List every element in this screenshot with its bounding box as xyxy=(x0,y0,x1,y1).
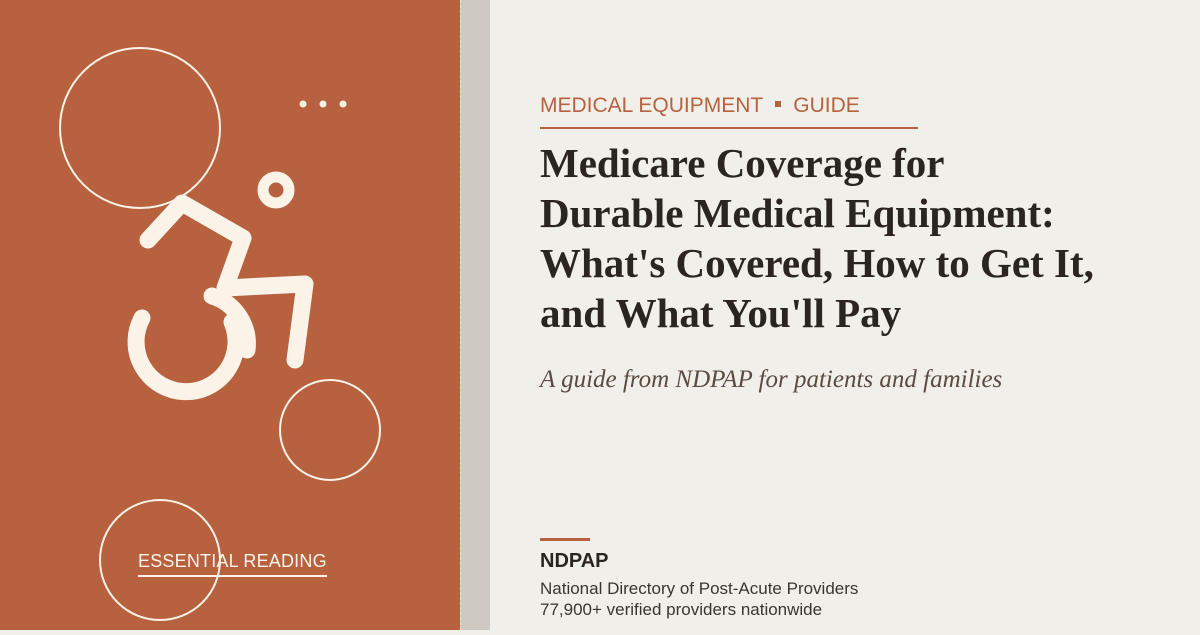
title: Medicare Coverage for Durable Medical Eq… xyxy=(540,138,1094,338)
publisher-full-name: National Directory of Post-Acute Provide… xyxy=(540,579,859,598)
subtitle: A guide from NDPAP for patients and fami… xyxy=(540,366,1003,393)
title-line: Durable Medical Equipment: xyxy=(540,190,1055,236)
wheelchair-icon xyxy=(127,171,314,401)
publisher-tagline: 77,900+ verified providers nationwide xyxy=(540,600,823,619)
title-line: What's Covered, How to Get It, xyxy=(540,240,1094,286)
deco-circle xyxy=(59,47,221,209)
category: MEDICAL EQUIPMENT xyxy=(540,94,764,117)
publisher-name: NDPAP xyxy=(540,550,609,572)
rule xyxy=(540,538,590,541)
deco-circle xyxy=(279,379,381,481)
art-panel: ESSENTIAL READING xyxy=(0,0,460,630)
title-line: and What You'll Pay xyxy=(540,290,902,336)
stripe xyxy=(460,0,490,630)
deco-circle xyxy=(99,499,221,621)
illustration xyxy=(59,47,381,621)
category-line: MEDICAL EQUIPMENT GUIDE xyxy=(540,94,918,129)
dots xyxy=(299,100,347,108)
title-line: Medicare Coverage for xyxy=(540,140,945,186)
badge: ESSENTIAL READING xyxy=(138,551,327,577)
label: GUIDE xyxy=(793,94,860,117)
separator xyxy=(775,101,782,108)
